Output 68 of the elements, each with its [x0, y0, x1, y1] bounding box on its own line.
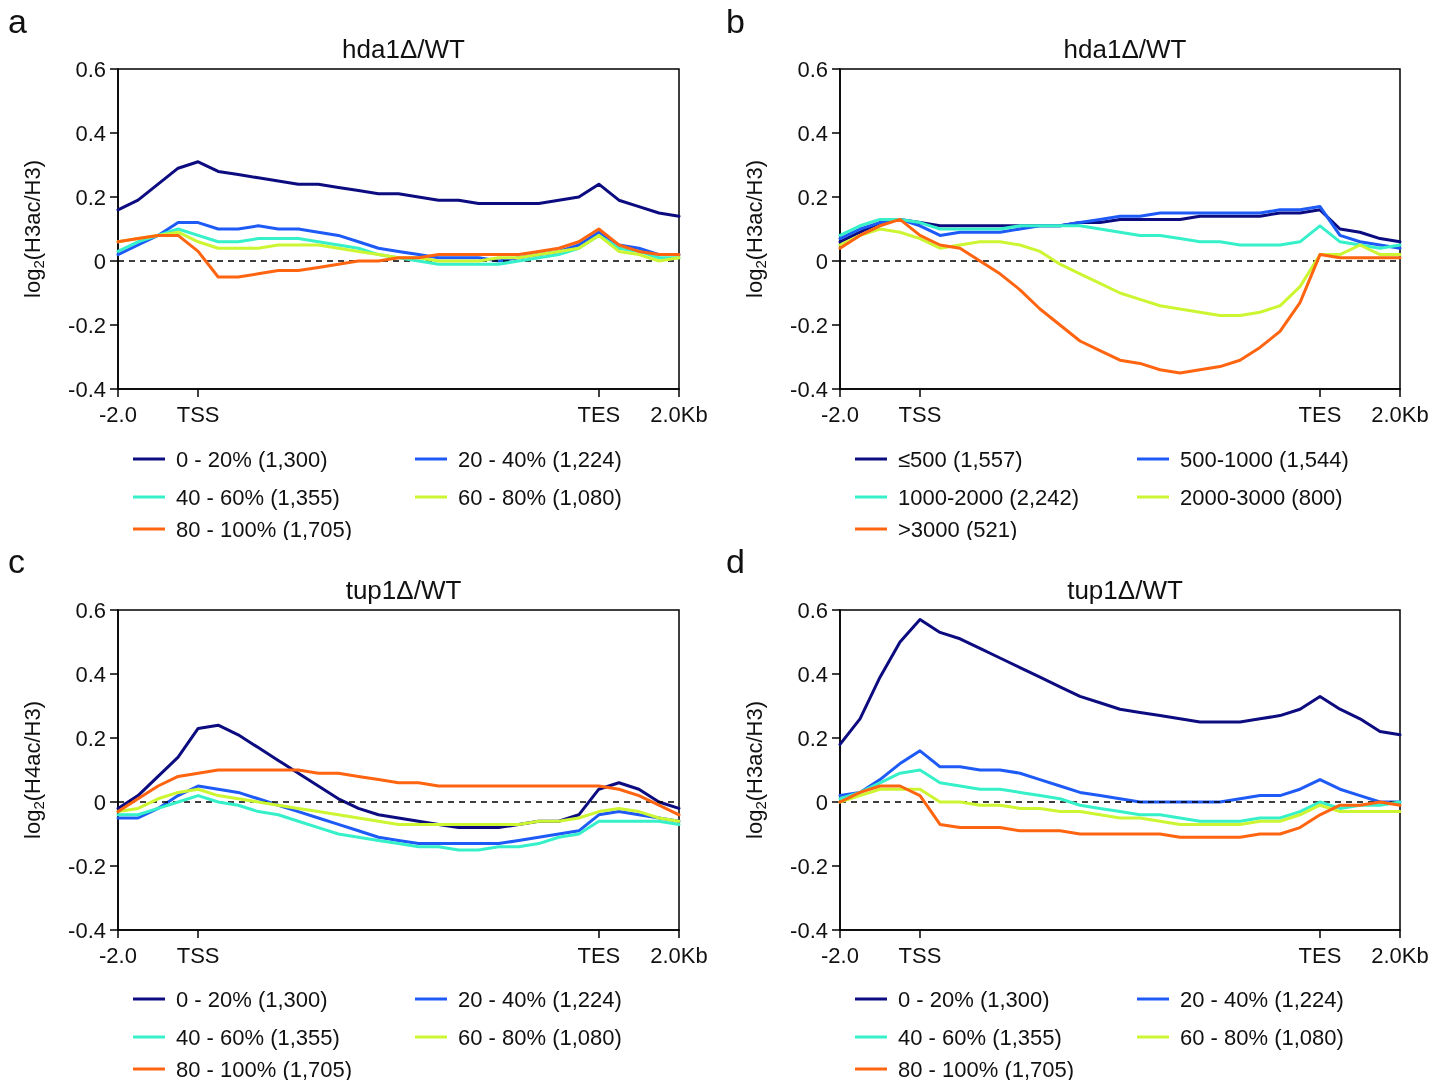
x-tick-label: TSS	[176, 942, 220, 968]
legend-label: 20 - 40% (1,224)	[1180, 986, 1344, 1012]
x-tick-label: TES	[1298, 942, 1342, 968]
y-tick-label: -0.4	[790, 917, 828, 943]
y-tick-label: 0.2	[797, 184, 828, 210]
y-axis-title: log2(H3ac/H3)	[20, 160, 47, 298]
x-tick-label: 2.0Kb	[650, 401, 708, 427]
text: b	[726, 2, 745, 40]
y-tick-label: 0.4	[75, 120, 106, 146]
legend-label: 60 - 80% (1,080)	[458, 1024, 622, 1050]
x-tick-label: TES	[577, 942, 621, 968]
x-tick-label: -2.0	[821, 942, 859, 968]
y-tick-label: 0.4	[797, 120, 828, 146]
y-tick-label: -0.2	[68, 312, 106, 338]
y-tick-label: 0.2	[75, 184, 106, 210]
y-tick-label: -0.4	[790, 376, 828, 402]
y-tick-label: 0.6	[75, 597, 106, 623]
y-tick-label: 0	[815, 789, 828, 815]
chart-title: tup1Δ/WT	[345, 575, 462, 605]
x-tick-label: TES	[1298, 401, 1342, 427]
legend-label: 2000-3000 (800)	[1180, 484, 1343, 510]
y-tick-label: 0.4	[797, 661, 828, 687]
x-tick-label: 2.0Kb	[650, 942, 708, 968]
legend-label: 500-1000 (1,544)	[1180, 446, 1349, 472]
legend-label: 40 - 60% (1,355)	[898, 1024, 1062, 1050]
y-tick-label: -0.2	[68, 853, 106, 879]
chart-title: hda1Δ/WT	[342, 34, 466, 64]
y-tick-label: 0.6	[797, 597, 828, 623]
legend-label: ≤500 (1,557)	[898, 446, 1023, 472]
legend-label: 0 - 20% (1,300)	[176, 986, 328, 1012]
y-tick-label: 0.2	[75, 725, 106, 751]
y-tick-label: -0.4	[68, 376, 106, 402]
x-tick-label: -2.0	[821, 401, 859, 427]
x-tick-label: TES	[577, 401, 621, 427]
legend-label: 60 - 80% (1,080)	[458, 484, 622, 510]
legend-label: 0 - 20% (1,300)	[898, 986, 1050, 1012]
y-tick-label: 0.4	[75, 661, 106, 687]
y-axis-title: log2(H3ac/H3)	[742, 701, 769, 839]
y-tick-label: 0.6	[75, 56, 106, 82]
y-tick-label: 0	[93, 789, 106, 815]
y-tick-label: -0.2	[790, 853, 828, 879]
chart-title: hda1Δ/WT	[1063, 34, 1187, 64]
y-tick-label: -0.2	[790, 312, 828, 338]
legend-label: 40 - 60% (1,355)	[176, 484, 340, 510]
y-tick-label: 0.6	[797, 56, 828, 82]
chart-title: tup1Δ/WT	[1067, 575, 1183, 605]
y-axis-title: log2(H4ac/H3)	[20, 701, 47, 839]
text: c	[8, 542, 25, 580]
text: d	[726, 542, 745, 580]
x-tick-label: 2.0Kb	[1371, 942, 1429, 968]
y-axis-title: log2(H3ac/H3)	[742, 160, 769, 298]
legend-label: 60 - 80% (1,080)	[1180, 1024, 1344, 1050]
y-tick-label: 0.2	[797, 725, 828, 751]
x-tick-label: -2.0	[99, 401, 137, 427]
x-tick-label: TSS	[176, 401, 220, 427]
legend-label: 20 - 40% (1,224)	[458, 446, 622, 472]
y-tick-label: 0	[815, 248, 828, 274]
y-tick-label: 0	[93, 248, 106, 274]
x-tick-label: TSS	[898, 401, 942, 427]
legend-label: 0 - 20% (1,300)	[176, 446, 328, 472]
legend-label: 40 - 60% (1,355)	[176, 1024, 340, 1050]
text: a	[8, 2, 27, 40]
x-tick-label: 2.0Kb	[1371, 401, 1429, 427]
x-tick-label: TSS	[898, 942, 942, 968]
y-tick-label: -0.4	[68, 917, 106, 943]
legend-label: 1000-2000 (2,242)	[898, 484, 1080, 510]
x-tick-label: -2.0	[99, 942, 137, 968]
legend-label: 20 - 40% (1,224)	[458, 986, 622, 1012]
